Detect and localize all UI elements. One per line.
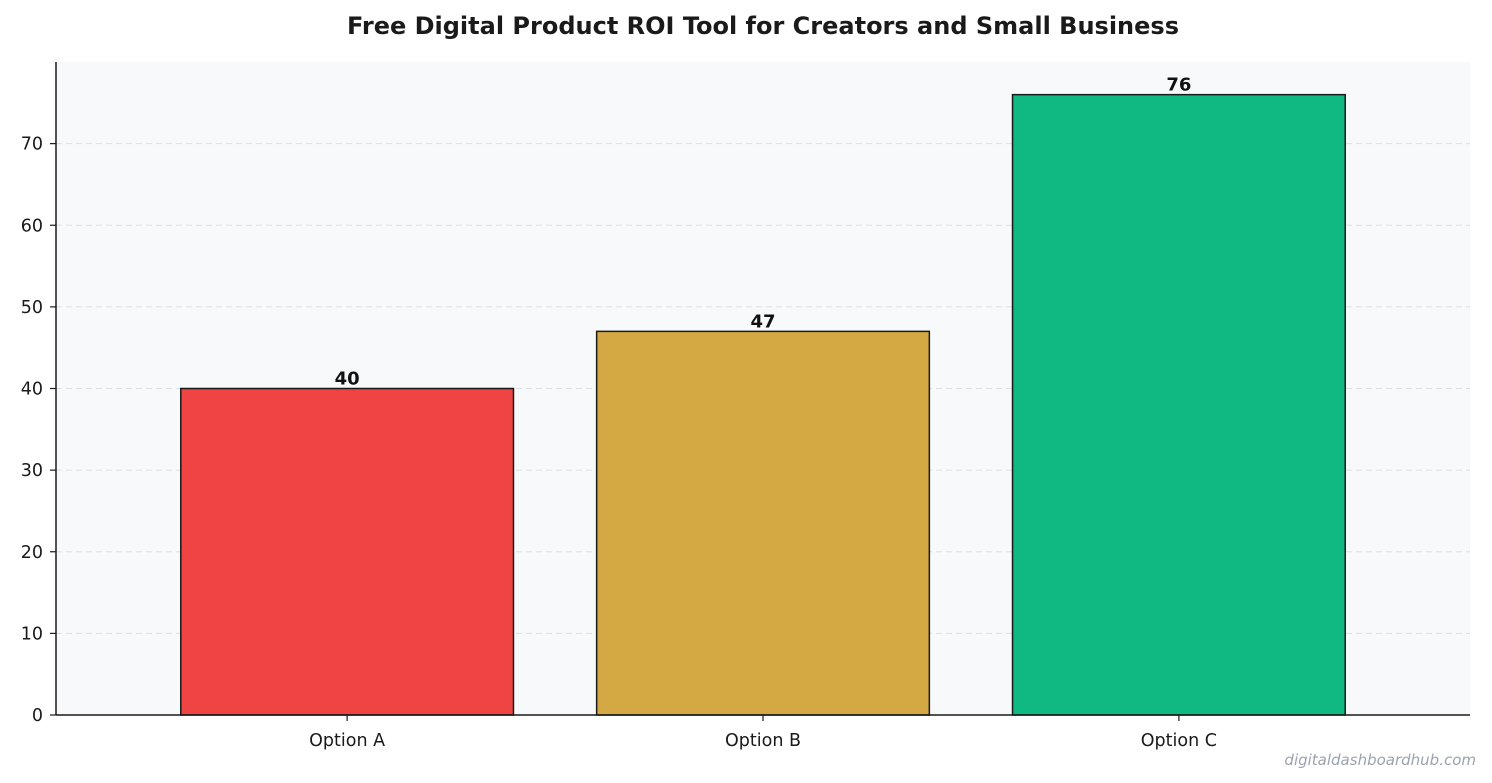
y-tick-label: 70 [21,135,43,155]
bar [595,330,931,716]
y-tick-label: 50 [21,298,43,318]
bar [1011,93,1346,716]
watermark: digitaldashboardhub.com [1284,751,1476,769]
y-tick-label: 60 [21,216,43,236]
y-tick-label: 10 [21,624,43,644]
bar-value-label: 76 [1166,75,1191,96]
x-tick-label: Option B [725,731,801,751]
bar-value-label: 40 [335,369,360,390]
data-labels: 40 47 76 [335,75,1192,390]
bar [180,387,515,716]
y-axis-ticks: 0 10 20 30 40 50 60 70 [21,135,56,726]
y-tick-label: 40 [21,380,43,400]
y-tick-label: 0 [32,706,43,726]
y-tick-label: 20 [21,543,43,563]
chart-title: Free Digital Product ROI Tool for Creato… [347,12,1179,40]
y-tick-label: 30 [21,461,43,481]
x-axis-ticks: Option A Option B Option C [309,715,1217,751]
x-tick-label: Option A [309,731,385,751]
bar-value-label: 47 [750,311,775,332]
x-tick-label: Option C [1141,731,1217,751]
